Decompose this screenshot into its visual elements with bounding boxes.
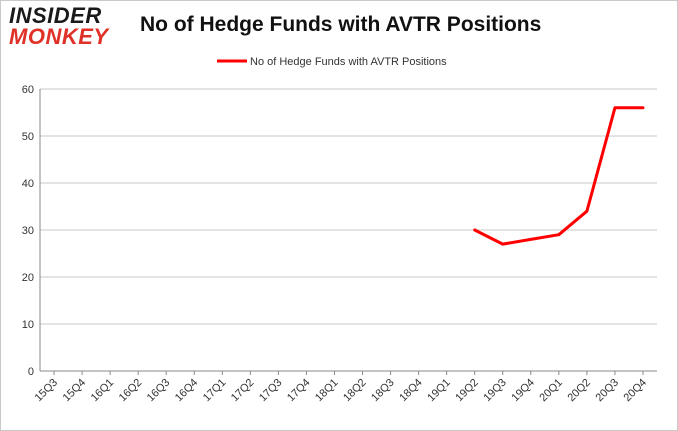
logo-line-2: MONKEY <box>9 24 109 49</box>
y-tick-label-0: 0 <box>28 366 34 378</box>
y-tick-label-60: 60 <box>22 84 34 96</box>
y-tick-label-40: 40 <box>22 178 34 190</box>
y-tick-label-10: 10 <box>22 319 34 331</box>
x-axis-ticks: 15Q3 15Q4 16Q1 16Q2 16Q3 16Q4 17Q1 17Q2 17Q3 17Q4… <box>33 371 649 404</box>
series-line-0 <box>473 106 645 246</box>
gridlines <box>40 88 657 325</box>
x-tick-label-17Q3: 17Q3 <box>257 377 285 405</box>
data-point-20Q2 <box>585 210 589 213</box>
x-tick-label-19Q2: 19Q2 <box>453 377 481 405</box>
data-point-19Q2 <box>473 228 476 232</box>
x-tick-label-15Q3: 15Q3 <box>33 377 61 405</box>
y-tick-label-20: 20 <box>22 272 34 284</box>
x-tick-label-18Q2: 18Q2 <box>341 377 369 405</box>
axes <box>39 89 657 372</box>
x-tick-label-15Q4: 15Q4 <box>61 377 89 405</box>
x-tick-label-17Q4: 17Q4 <box>285 377 313 405</box>
data-point-19Q4 <box>529 238 532 241</box>
legend: No of Hedge Funds with AVTR Positions <box>217 56 447 68</box>
data-point-20Q3 <box>613 106 617 110</box>
chart-title: No of Hedge Funds with AVTR Positions <box>140 13 542 36</box>
x-tick-label-16Q2: 16Q2 <box>117 377 145 405</box>
x-tick-label-20Q2: 20Q2 <box>565 377 593 405</box>
x-tick-label-20Q4: 20Q4 <box>622 377 650 405</box>
y-tick-label-50: 50 <box>22 131 34 143</box>
x-tick-label-16Q4: 16Q4 <box>173 377 201 405</box>
x-tick-label-19Q3: 19Q3 <box>481 377 509 405</box>
x-tick-label-18Q3: 18Q3 <box>369 377 397 405</box>
x-tick-label-19Q4: 19Q4 <box>509 377 537 405</box>
data-point-20Q4 <box>641 106 645 110</box>
x-tick-label-20Q3: 20Q3 <box>594 377 622 405</box>
x-tick-label-18Q4: 18Q4 <box>397 377 425 405</box>
x-tick-label-17Q1: 17Q1 <box>201 377 229 405</box>
logo-line-1: INSIDER <box>9 3 102 28</box>
x-tick-label-16Q1: 16Q1 <box>89 377 117 405</box>
data-point-19Q3 <box>501 242 504 246</box>
x-tick-label-17Q2: 17Q2 <box>229 377 257 405</box>
x-tick-label-20Q1: 20Q1 <box>537 377 565 405</box>
x-tick-label-18Q1: 18Q1 <box>313 377 341 405</box>
y-axis-ticks: 0 10 20 30 40 50 60 <box>22 84 34 378</box>
x-tick-label-16Q3: 16Q3 <box>145 377 173 405</box>
x-tick-label-19Q1: 19Q1 <box>425 377 453 405</box>
insider-monkey-logo: INSIDER MONKEY <box>9 5 127 48</box>
data-point-20Q1 <box>557 233 561 236</box>
series-layer <box>473 106 645 246</box>
legend-label: No of Hedge Funds with AVTR Positions <box>250 56 447 68</box>
y-tick-label-30: 30 <box>22 225 34 237</box>
